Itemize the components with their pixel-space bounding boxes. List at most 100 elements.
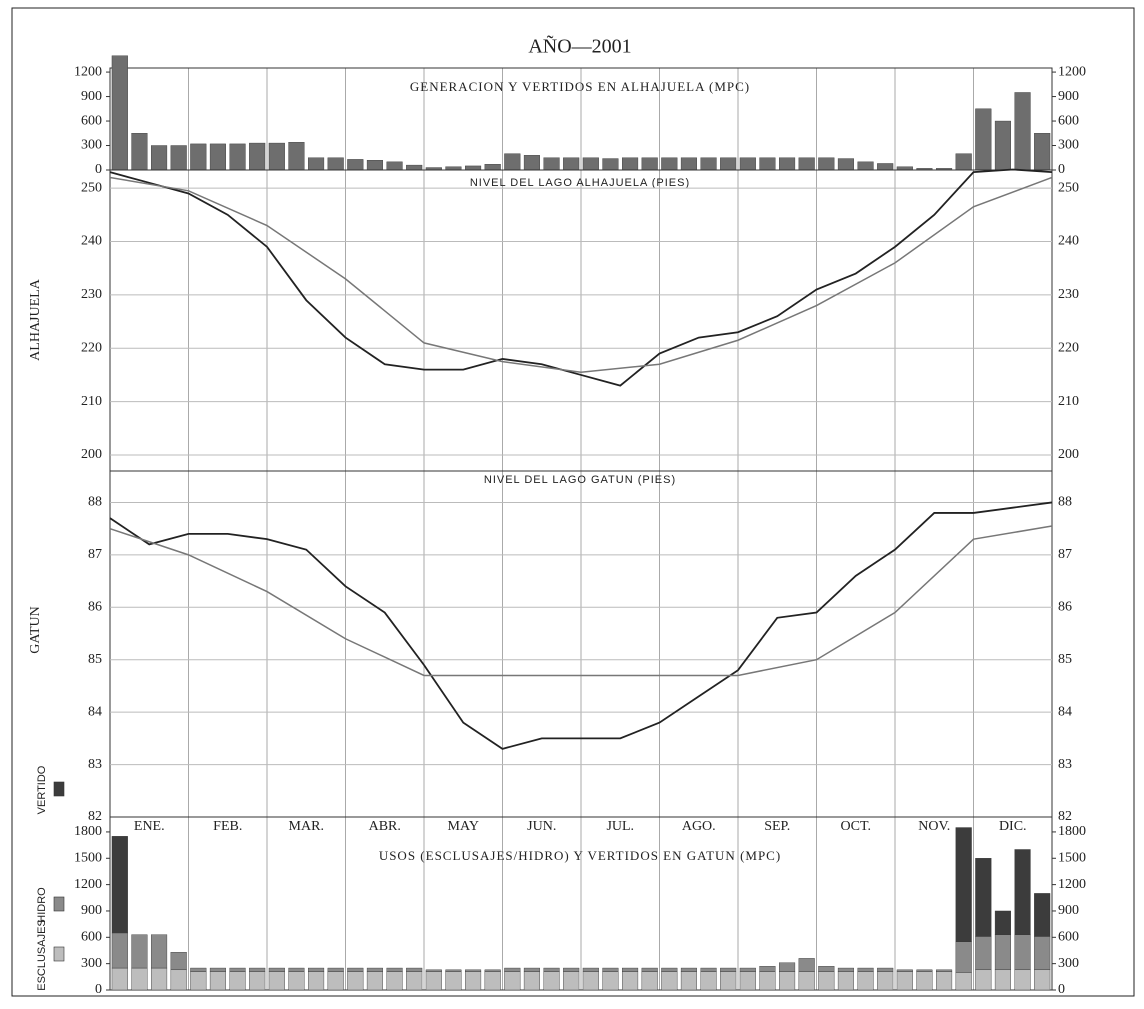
bar xyxy=(523,967,540,972)
y-tick-label: 84 xyxy=(88,704,102,719)
bar xyxy=(288,971,305,991)
bar xyxy=(523,971,540,991)
bar xyxy=(406,971,423,991)
y2-tick-label: 300 xyxy=(1058,138,1079,153)
month-label: MAR. xyxy=(289,819,324,834)
bar xyxy=(916,969,933,972)
y-tick-label: 900 xyxy=(81,903,102,918)
bar xyxy=(386,161,403,171)
bar xyxy=(877,967,894,972)
legend-swatch xyxy=(53,896,65,912)
month-label: SEP. xyxy=(764,819,790,834)
legend-label: HIDRO xyxy=(36,887,48,923)
bar xyxy=(229,967,246,972)
bar xyxy=(209,971,226,991)
bar xyxy=(818,157,835,171)
bar xyxy=(975,936,992,971)
y2-tick-label: 87 xyxy=(1058,547,1072,562)
bar xyxy=(641,971,658,991)
bar xyxy=(504,971,521,991)
y-tick-label: 300 xyxy=(81,138,102,153)
y-tick-label: 220 xyxy=(81,340,102,355)
bar xyxy=(170,969,187,991)
bar xyxy=(739,971,756,991)
bar xyxy=(327,157,344,171)
bar xyxy=(268,142,285,171)
bar xyxy=(445,969,462,972)
bar xyxy=(582,157,599,171)
bar xyxy=(504,967,521,972)
bar xyxy=(1034,133,1051,171)
bar xyxy=(779,971,796,991)
y2-tick-label: 1800 xyxy=(1058,824,1086,839)
bar xyxy=(975,858,992,937)
panel-frame xyxy=(109,816,1053,991)
bar xyxy=(1034,969,1051,991)
y-tick-label: 1200 xyxy=(74,877,102,892)
bar xyxy=(877,163,894,171)
page-title: AÑO—2001 xyxy=(528,34,631,58)
y-tick-label: 250 xyxy=(81,180,102,195)
bar xyxy=(465,165,482,171)
bar xyxy=(543,157,560,171)
bar xyxy=(975,969,992,991)
month-label: MAY xyxy=(448,819,479,834)
y-tick-label: 600 xyxy=(81,930,102,945)
bar xyxy=(229,143,246,171)
level-line xyxy=(109,168,1053,387)
y2-tick-label: 240 xyxy=(1058,234,1079,249)
bar xyxy=(994,120,1011,171)
bar xyxy=(779,157,796,171)
legend-label: ESCLUSAJES xyxy=(36,919,48,991)
bar xyxy=(308,157,325,171)
y2-tick-label: 250 xyxy=(1058,180,1079,195)
y2-tick-label: 1200 xyxy=(1058,877,1086,892)
bar xyxy=(1034,936,1051,971)
bar xyxy=(209,143,226,171)
month-label: OCT. xyxy=(841,819,871,834)
level-line xyxy=(109,176,1053,374)
y2-tick-label: 83 xyxy=(1058,757,1072,772)
bar xyxy=(366,971,383,991)
level-line xyxy=(109,501,1053,750)
bar xyxy=(563,971,580,991)
bar xyxy=(523,155,540,171)
y-tick-label: 1500 xyxy=(74,850,102,865)
bar xyxy=(308,971,325,991)
bar xyxy=(543,967,560,972)
bar xyxy=(837,971,854,991)
bar xyxy=(680,971,697,991)
bar xyxy=(916,971,933,991)
panel-title: NIVEL DEL LAGO GATUN (PIES) xyxy=(484,474,676,486)
side-label: GATUN xyxy=(28,606,43,653)
y2-tick-label: 600 xyxy=(1058,930,1079,945)
month-label: JUN. xyxy=(527,819,556,834)
y-tick-label: 230 xyxy=(81,287,102,302)
month-label: AGO. xyxy=(682,819,716,834)
bar xyxy=(877,971,894,991)
bar xyxy=(484,969,501,972)
bar xyxy=(857,161,874,171)
bar xyxy=(857,971,874,991)
y-tick-label: 600 xyxy=(81,113,102,128)
bar xyxy=(151,934,168,969)
y-tick-label: 85 xyxy=(88,652,102,667)
y-tick-label: 1200 xyxy=(74,64,102,79)
y2-tick-label: 230 xyxy=(1058,287,1079,302)
bar xyxy=(955,153,972,171)
bar xyxy=(857,967,874,972)
bar xyxy=(896,969,913,972)
bar xyxy=(347,159,364,171)
y-tick-label: 0 xyxy=(95,162,102,177)
bar xyxy=(955,972,972,991)
bar xyxy=(249,971,266,991)
bar xyxy=(798,157,815,171)
bar xyxy=(484,164,501,171)
y2-tick-label: 600 xyxy=(1058,113,1079,128)
bar xyxy=(190,143,207,171)
bar xyxy=(720,157,737,171)
level-line xyxy=(109,525,1053,677)
bar xyxy=(249,967,266,972)
bar xyxy=(602,967,619,972)
y-tick-label: 1800 xyxy=(74,824,102,839)
